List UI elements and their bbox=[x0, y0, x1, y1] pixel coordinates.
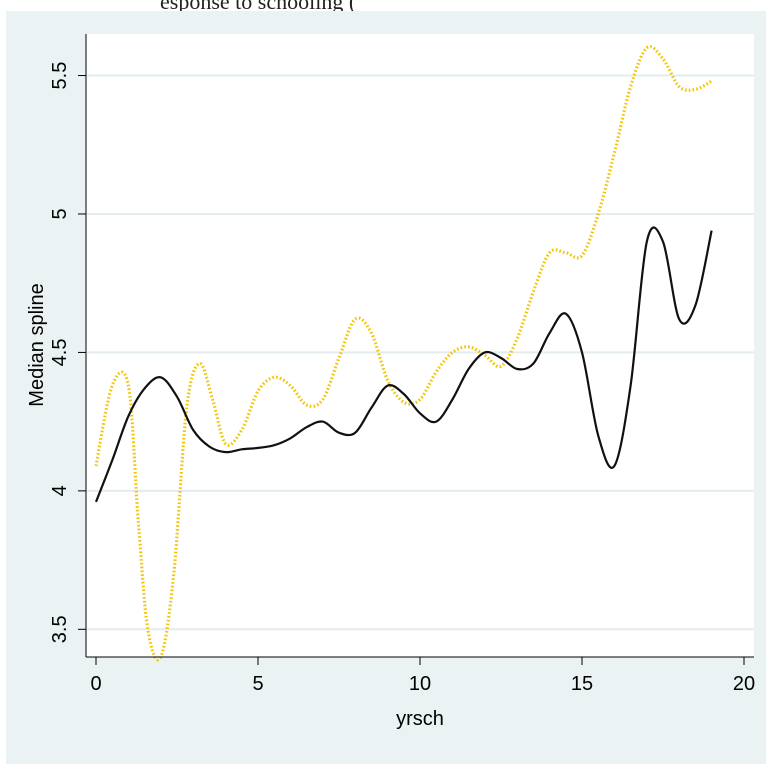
graph-region: 0 5 10 15 20 3.5 4 4.5 5 5.5 yrsch Median spline bbox=[6, 11, 766, 764]
dotted-spline-series bbox=[94, 45, 713, 662]
x-ticks: 0 5 10 15 20 bbox=[90, 657, 755, 695]
x-tick-label: 5 bbox=[252, 673, 263, 695]
series-layer bbox=[94, 45, 713, 662]
gridlines bbox=[87, 74, 754, 631]
x-tick-label: 0 bbox=[90, 673, 101, 695]
y-ticks: 3.5 4 4.5 5 5.5 bbox=[49, 62, 86, 643]
y-tick-label: 5.5 bbox=[49, 62, 71, 90]
spline-chart: 0 5 10 15 20 3.5 4 4.5 5 5.5 yrsch Median spline bbox=[26, 34, 755, 730]
y-tick-label: 5 bbox=[49, 208, 71, 219]
solid-spline-series bbox=[94, 226, 713, 503]
y-tick-label: 4 bbox=[49, 485, 71, 496]
x-axis-label: yrsch bbox=[396, 708, 444, 730]
x-tick-label: 15 bbox=[571, 673, 593, 695]
plot-area bbox=[86, 34, 754, 657]
y-tick-label: 3.5 bbox=[49, 615, 71, 643]
x-tick-label: 10 bbox=[409, 673, 431, 695]
x-tick-label: 20 bbox=[733, 673, 755, 695]
caption-text: esponse to schooling ( bbox=[160, 0, 357, 14]
y-axis-label: Median spline bbox=[26, 283, 48, 406]
y-tick-label: 4.5 bbox=[49, 339, 71, 367]
